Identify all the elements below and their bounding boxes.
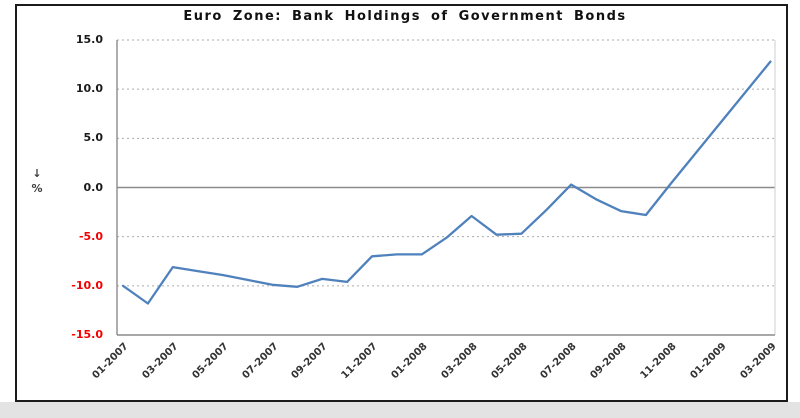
y-tick-label: 15.0: [75, 33, 103, 46]
y-axis-title-glyph: ↓: [32, 167, 42, 180]
bottom-gray-strip: [0, 402, 800, 418]
y-axis-title: ↓%: [28, 166, 46, 196]
trend-line: [121, 60, 772, 305]
y-tick-label: 5.0: [83, 131, 104, 145]
y-tick-label: -15.0: [71, 327, 103, 341]
y-tick-label: -5.0: [78, 229, 103, 243]
y-tick-label: -10.0: [71, 278, 103, 292]
y-tick-label: 0.0: [83, 180, 104, 194]
y-tick-label: 10.0: [75, 82, 103, 96]
y-axis-title-glyph: %: [31, 182, 43, 195]
chart-title: Euro Zone: Bank Holdings of Government B…: [183, 9, 627, 24]
